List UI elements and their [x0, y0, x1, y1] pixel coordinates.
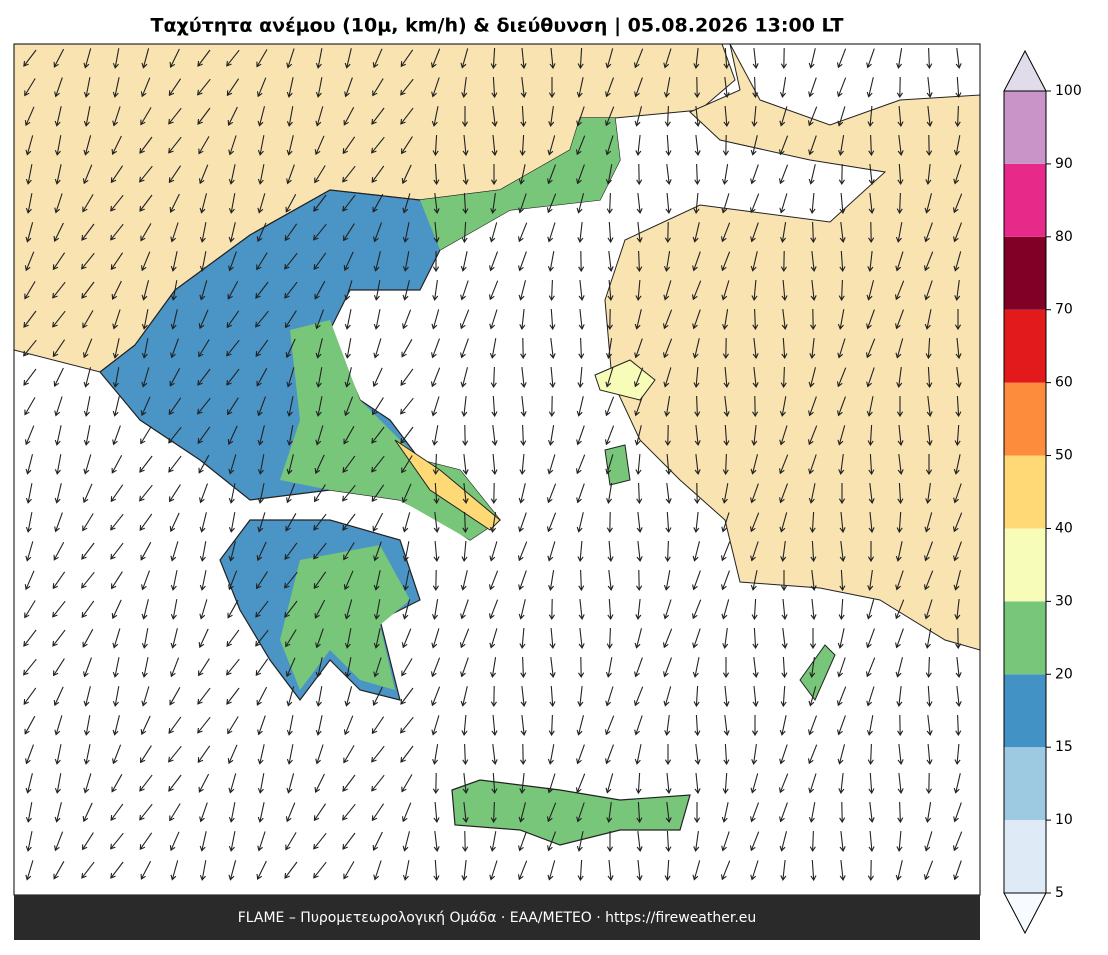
colorbar-band: [1004, 382, 1046, 456]
colorbar-band: [1004, 91, 1046, 164]
footer-text: FLAME – Πυρομετεωρολογική Ομάδα · ΕΑΑ/ME…: [238, 910, 757, 926]
colorbar-tick-label: 90: [1055, 156, 1073, 172]
land-euboea: [394, 439, 501, 531]
colorbar-band: [1004, 236, 1046, 310]
colorbar-tick-label: 60: [1055, 375, 1073, 391]
colorbar-tick-label: 20: [1055, 666, 1073, 682]
colorbar-band: [1004, 309, 1046, 383]
land-turkey: [604, 43, 981, 651]
colorbar-tick-label: 10: [1055, 812, 1073, 828]
colorbar-tick-label: 70: [1055, 302, 1073, 318]
map-title: Ταχύτητα ανέμου (10μ, km/h) & διεύθυνση …: [151, 15, 844, 37]
colorbar-over: [1003, 49, 1047, 92]
colorbar-band: [1004, 820, 1046, 893]
colorbar-band: [1004, 674, 1046, 748]
colorbar-band: [1004, 601, 1046, 675]
colorbar-band: [1004, 455, 1046, 529]
colorbar-tick-label: 100: [1055, 83, 1082, 99]
colorbar-tick-label: 50: [1055, 448, 1073, 464]
colorbar-tick-label: 30: [1055, 593, 1073, 609]
colorbar-tick-label: 5: [1055, 885, 1064, 901]
colorbar-band: [1004, 163, 1046, 237]
land-rhodes: [799, 644, 836, 701]
colorbar: 5 10 15 20 30 40 50 60 70 80 90 100: [1003, 49, 1082, 935]
colorbar-band: [1004, 747, 1046, 821]
colorbar-under: [1003, 892, 1047, 935]
land-lesvos: [594, 359, 656, 401]
colorbar-tick-label: 80: [1055, 229, 1073, 245]
colorbar-frame: [1003, 90, 1047, 894]
land-chios: [604, 444, 631, 486]
colorbar-tick-label: 40: [1055, 520, 1073, 536]
colorbar-band: [1004, 528, 1046, 602]
wind-arrows: [23, 47, 963, 882]
land-thrace-green: [420, 118, 620, 250]
colorbar-tick-label: 15: [1055, 739, 1073, 755]
footer-bar: [14, 895, 980, 940]
map: [13, 43, 981, 895]
land-mainland-greece: [99, 117, 621, 541]
land-crete: [451, 779, 691, 846]
